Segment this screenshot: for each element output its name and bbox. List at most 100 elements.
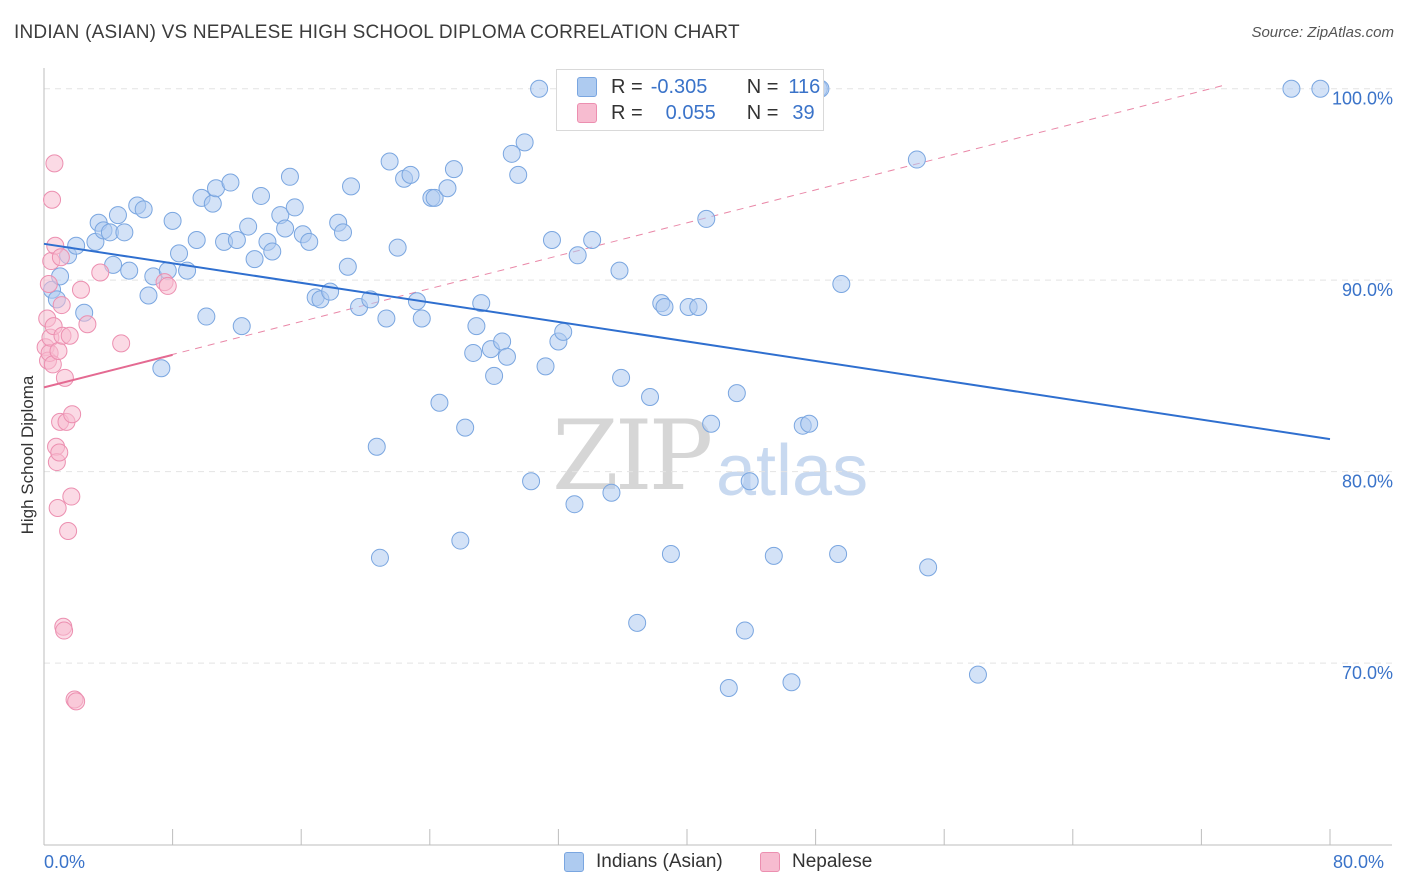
data-point-indians (67, 236, 86, 255)
data-point-indians (530, 79, 549, 98)
x-tick-label-max: 80.0% (1333, 852, 1385, 872)
data-point-indians (542, 230, 561, 249)
data-point-indians (509, 165, 528, 184)
data-point-indians (412, 309, 431, 328)
data-point-indians (565, 495, 584, 514)
legend-swatch-pink (760, 852, 780, 872)
data-point-nepalese (49, 342, 68, 361)
data-point-indians (108, 206, 127, 225)
data-point-indians (227, 230, 246, 249)
data-point-indians (187, 230, 206, 249)
legend-row-indians: R = -0.305 N = 116 (577, 75, 820, 99)
data-point-indians (232, 317, 251, 336)
data-point-indians (968, 665, 987, 684)
data-point-indians (203, 194, 222, 213)
data-point-nepalese (55, 621, 74, 640)
data-point-indians (1282, 79, 1301, 98)
data-point-indians (300, 232, 319, 251)
legend-n-label: N = (746, 75, 779, 98)
data-point-indians (568, 246, 587, 265)
data-point-nepalese (45, 154, 64, 173)
data-point-indians (628, 613, 647, 632)
data-point-indians (485, 366, 504, 385)
data-point-indians (497, 347, 516, 366)
chart-source: Source: ZipAtlas.com (1251, 24, 1394, 41)
data-point-indians (641, 387, 660, 406)
data-point-indians (152, 359, 171, 378)
stats-legend: R = -0.305 N = 116 R = 0.055 N = 39 (556, 69, 824, 131)
y-tick-label: 80.0% (1342, 472, 1393, 492)
data-point-indians (276, 219, 295, 238)
data-point-nepalese (39, 275, 58, 294)
legend-swatch-pink (577, 103, 597, 123)
data-point-indians (502, 144, 521, 163)
legend-r-label: R = (611, 101, 643, 124)
legend-n-value: 39 (792, 101, 815, 124)
data-point-indians (782, 673, 801, 692)
data-point-indians (170, 244, 189, 263)
data-point-indians (333, 223, 352, 242)
data-point-indians (522, 472, 541, 491)
legend-n-label: N = (746, 101, 779, 124)
data-point-indians (245, 250, 264, 269)
data-point-nepalese (67, 692, 86, 711)
data-point-indians (280, 167, 299, 186)
y-tick-label: 100.0% (1332, 89, 1393, 109)
data-point-nepalese (48, 499, 67, 518)
data-point-indians (907, 150, 926, 169)
data-point-indians (425, 188, 444, 207)
data-point-indians (361, 290, 380, 309)
data-point-indians (719, 679, 738, 697)
data-point-indians (661, 544, 680, 563)
data-point-indians (493, 332, 512, 351)
bottom-legend-nepalese[interactable]: Nepalese (760, 851, 872, 873)
data-point-nepalese (71, 280, 90, 299)
legend-row-nepalese: R = 0.055 N = 39 (577, 101, 815, 125)
data-point-indians (456, 418, 475, 437)
legend-swatch-blue (564, 852, 584, 872)
data-point-nepalese (50, 443, 69, 462)
data-point-nepalese (43, 190, 62, 209)
data-point-indians (451, 531, 470, 550)
data-point-indians (338, 257, 357, 276)
data-point-indians (602, 483, 621, 502)
data-point-nepalese (63, 405, 82, 424)
legend-label-indians: Indians (Asian) (596, 851, 723, 872)
data-point-indians (467, 317, 486, 336)
data-point-nepalese (59, 522, 78, 540)
data-point-indians (829, 544, 848, 563)
data-point-indians (1311, 79, 1330, 98)
watermark-zip: ZIP (552, 400, 713, 512)
bottom-legend-indians[interactable]: Indians (Asian) (564, 851, 723, 873)
data-point-nepalese (158, 276, 177, 295)
legend-swatch-blue (577, 77, 597, 97)
data-point-indians (197, 307, 216, 326)
legend-n-value: 116 (788, 75, 821, 98)
data-point-indians (134, 200, 153, 219)
data-point-indians (689, 297, 708, 316)
data-point-indians (536, 357, 555, 376)
chart-title: INDIAN (ASIAN) VS NEPALESE HIGH SCHOOL D… (14, 22, 740, 43)
data-point-indians (727, 384, 746, 403)
data-point-indians (370, 548, 389, 567)
data-point-indians (239, 217, 258, 236)
data-point-indians (438, 179, 457, 198)
data-point-indians (764, 546, 783, 565)
data-point-indians (472, 294, 491, 313)
x-tick-label-min: 0.0% (44, 852, 86, 872)
data-point-indians (430, 393, 449, 412)
data-point-indians (163, 211, 182, 230)
data-point-nepalese (62, 487, 81, 506)
bottom-legend: Indians (Asian) Nepalese (0, 851, 1406, 877)
data-point-indians (554, 322, 573, 341)
data-point-indians (697, 209, 716, 228)
data-point-indians (919, 558, 938, 577)
data-point-indians (740, 472, 759, 491)
data-point-nepalese (91, 263, 110, 282)
data-point-indians (367, 437, 386, 456)
data-point-nepalese (55, 368, 74, 387)
data-point-indians (377, 309, 396, 328)
legend-r-value: -0.305 (650, 75, 708, 98)
legend-r-value: 0.055 (665, 101, 716, 124)
